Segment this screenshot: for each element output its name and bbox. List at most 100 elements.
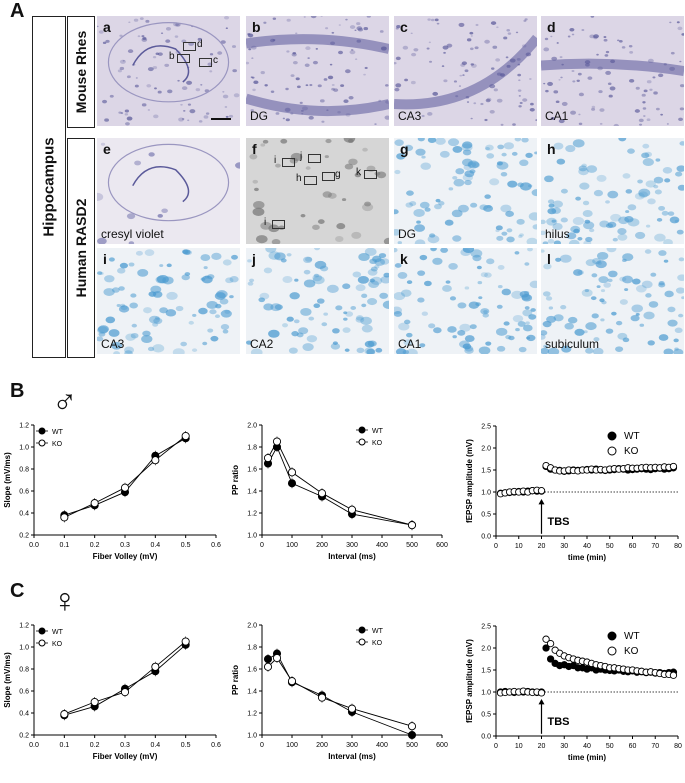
data-point [574,664,582,672]
x-tick-label: 0.0 [29,742,39,749]
micrograph-caption-d: CA1 [545,109,569,123]
data-point [90,499,99,508]
data-point [515,487,523,496]
data-point [651,669,659,677]
data-point [637,464,646,472]
data-point [628,465,637,474]
mouse-label-box: Mouse Rhes [67,16,95,128]
data-point [151,667,160,676]
data-point [669,668,678,676]
data-point [120,483,130,492]
data-point [505,488,514,496]
data-point [560,467,568,475]
data-point [569,466,577,475]
inset-box-k [364,170,377,179]
legend-marker [358,638,366,646]
data-point [606,466,614,474]
y-tick-label: 1.0 [19,445,29,452]
data-point [496,688,505,696]
data-point [542,635,550,643]
micrograph-b: b DG [246,16,389,126]
data-point [524,687,532,696]
y-tick-label: 0.2 [19,533,29,540]
panel-label-b: B [10,380,25,402]
panel-label-a: A [10,0,25,22]
data-point [181,431,190,441]
inset-label-i: i [274,155,277,166]
data-point [610,667,618,675]
data-point [501,687,509,696]
data-point [610,465,618,473]
tbs-arrow-head [538,499,545,505]
data-point [633,668,641,676]
y-tick-label: 1.0 [481,690,491,697]
y-axis-label: fEPSP amplitude (mV) [465,639,474,723]
inset-label-h: h [296,173,302,184]
y-tick-label: 0.0 [481,734,491,741]
data-point [624,666,632,674]
x-tick-label: 0.2 [90,542,100,549]
y-tick-label: 1.5 [481,468,491,475]
micrograph-caption-j: CA2 [250,337,274,351]
inset-box-b [177,54,190,63]
x-axis-label: time (min) [568,753,607,762]
data-point [510,487,518,496]
legend-label: KO [624,646,639,657]
data-point [287,479,297,488]
y-tick-label: 1.6 [247,667,257,674]
y-tick-label: 1.4 [247,689,257,696]
data-point [181,640,190,649]
legend-label: KO [52,441,63,448]
inset-box-j [308,154,321,163]
chart-C3: 0 10 20 30 40 50 60 70 80 0.0 0.5 1.0 1.5 2.0 2.5 time … [465,624,682,763]
x-tick-label: 20 [538,743,546,750]
data-point [669,462,678,471]
series-line [64,437,186,516]
x-tick-label: 0.1 [59,742,69,749]
legend-label: KO [624,446,639,457]
data-point [519,688,527,696]
x-tick-label: 50 [606,543,614,550]
data-point [519,488,527,496]
series-WT [263,442,417,531]
legend-label: WT [52,429,64,436]
x-tick-label: 0.3 [120,542,130,549]
data-point [647,668,655,676]
data-point [60,511,69,520]
data-point [615,665,623,673]
data-point [651,668,659,677]
data-point [60,711,69,720]
data-point [542,461,550,470]
x-tick-label: 0.4 [150,542,160,549]
legend-marker [358,626,366,634]
x-tick-label: 50 [606,743,614,750]
data-point [610,465,618,474]
y-tick-label: 1.0 [247,533,257,540]
y-tick-label: 0.4 [19,511,29,518]
data-point [120,684,130,693]
data-point [510,688,518,697]
data-point [524,688,532,696]
data-point [272,437,282,446]
data-point [601,466,609,474]
y-tick-label: 2.5 [481,624,491,631]
data-point [181,637,190,646]
y-tick-label: 1.2 [19,623,29,630]
data-point [515,688,523,696]
data-point [556,467,564,475]
inset-label-i: i [264,217,267,228]
y-tick-label: 0.0 [481,534,491,541]
data-point [528,688,537,696]
inset-box-i [282,158,295,167]
data-point [537,689,546,697]
data-point [633,667,641,675]
data-point [501,489,509,497]
data-point [628,666,637,674]
data-point [619,465,628,473]
data-point [665,463,673,472]
data-point [524,488,532,496]
micrograph-letter-i: i [103,251,107,267]
data-point [533,688,541,697]
y-tick-label: 2.5 [481,424,491,431]
data-point [647,464,655,472]
